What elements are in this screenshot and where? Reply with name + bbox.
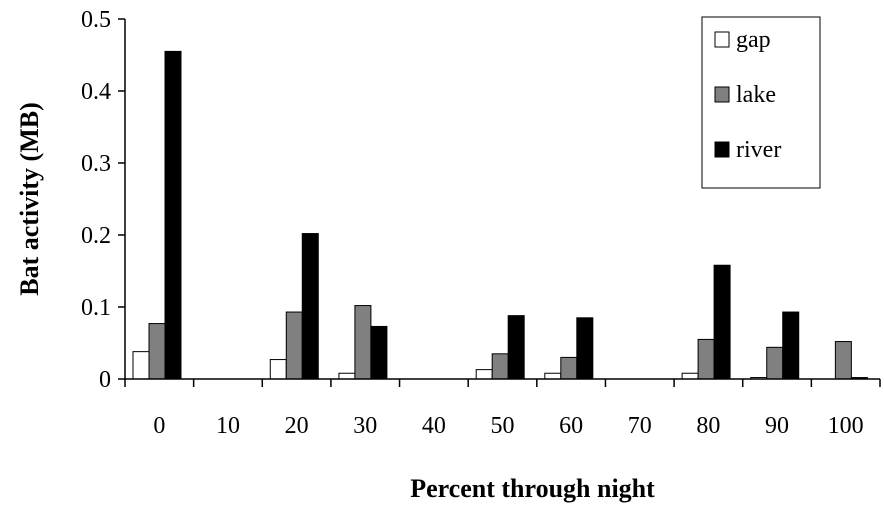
bar-river bbox=[576, 317, 594, 380]
y-tick-label: 0.5 bbox=[81, 7, 111, 33]
y-axis-ticks: 0 0.1 0.2 0.3 0.4 0.5 bbox=[81, 7, 125, 393]
legend-swatch-lake bbox=[714, 86, 730, 103]
x-tick-label: 30 bbox=[353, 413, 377, 439]
x-tick-label: 10 bbox=[216, 413, 240, 439]
x-axis-title: Percent through night bbox=[410, 474, 655, 503]
legend-swatch-gap bbox=[714, 31, 730, 48]
y-tick-label: 0.1 bbox=[81, 295, 111, 321]
bar-gap bbox=[544, 372, 562, 380]
bar-gap bbox=[132, 351, 150, 380]
legend-label-river: river bbox=[736, 137, 781, 163]
x-tick-label: 80 bbox=[696, 413, 720, 439]
bar-lake bbox=[766, 346, 784, 380]
bar-lake bbox=[834, 341, 852, 380]
bar-river bbox=[164, 50, 182, 380]
x-tick-label: 0 bbox=[153, 413, 165, 439]
bar-river bbox=[301, 233, 319, 380]
x-tick-label: 40 bbox=[422, 413, 446, 439]
bar-lake bbox=[354, 305, 372, 380]
bar-river bbox=[782, 311, 800, 380]
legend: gap lake river bbox=[701, 16, 821, 189]
legend-label-lake: lake bbox=[736, 82, 776, 108]
bar-gap bbox=[475, 369, 493, 380]
y-tick-label: 0.4 bbox=[81, 79, 111, 105]
legend-swatch-river bbox=[714, 141, 730, 158]
bar-lake bbox=[148, 323, 166, 380]
bar-gap bbox=[338, 372, 356, 380]
x-tick-label: 70 bbox=[628, 413, 652, 439]
legend-label-gap: gap bbox=[736, 27, 771, 53]
bar-lake bbox=[491, 353, 509, 380]
x-tick-label: 60 bbox=[559, 413, 583, 439]
x-axis-ticks: 0 10 20 30 40 50 60 70 80 90 100 bbox=[124, 379, 881, 439]
bar-lake bbox=[285, 311, 303, 380]
x-tick-label: 20 bbox=[285, 413, 309, 439]
x-tick-label: 50 bbox=[491, 413, 515, 439]
bar-river bbox=[713, 264, 731, 380]
bar-gap bbox=[681, 372, 699, 380]
bar-lake bbox=[560, 356, 578, 380]
x-tick-label: 100 bbox=[828, 413, 864, 439]
y-tick-label: 0.2 bbox=[81, 223, 111, 249]
bars-layer bbox=[132, 50, 868, 380]
bar-gap bbox=[269, 359, 287, 380]
bar-river bbox=[370, 325, 388, 380]
x-tick-label: 90 bbox=[765, 413, 789, 439]
bar-river bbox=[507, 315, 525, 380]
y-tick-label: 0 bbox=[99, 367, 111, 393]
y-tick-label: 0.3 bbox=[81, 151, 111, 177]
bar-lake bbox=[697, 338, 715, 380]
y-axis-title: Bat activity (MB) bbox=[15, 102, 44, 296]
